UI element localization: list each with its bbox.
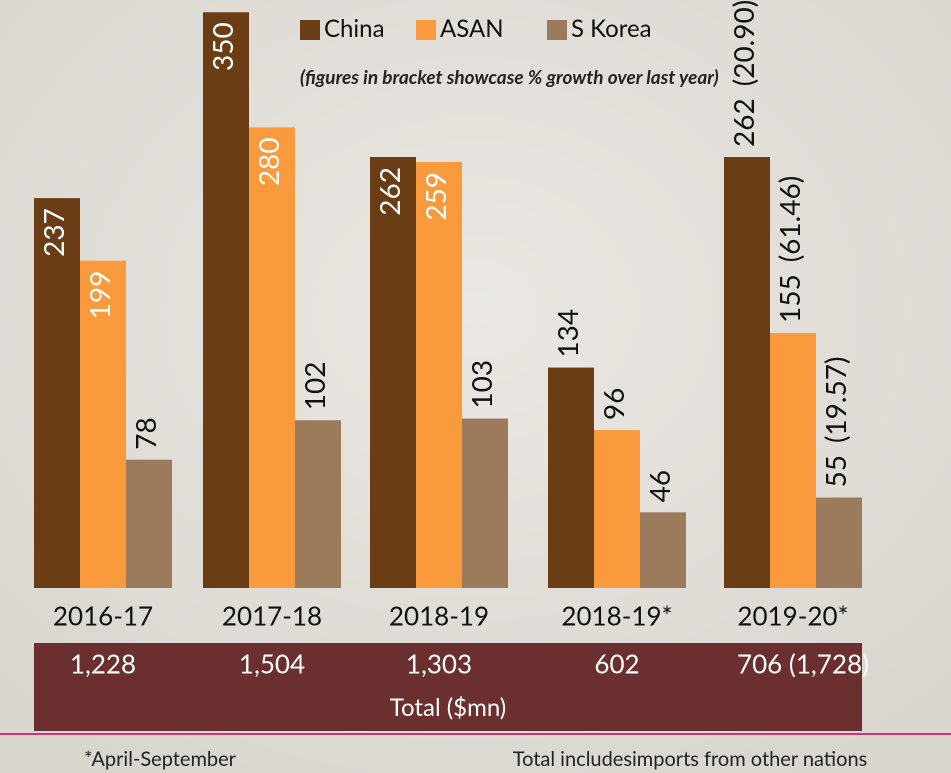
value-label: 103 [464, 360, 498, 409]
value-label: 55 [818, 455, 852, 487]
bar [724, 157, 770, 588]
value-label: 96 [596, 388, 630, 420]
total-value: 602 [594, 648, 639, 680]
legend-label: China [324, 14, 385, 43]
x-tick-label: 2017-18 [222, 600, 322, 632]
bar [816, 497, 862, 588]
legend-swatch [416, 20, 436, 40]
value-label: 237 [36, 208, 70, 257]
bar [416, 161, 462, 588]
bar [126, 459, 172, 588]
value-label: 350 [205, 22, 239, 71]
value-label: 350 [205, 22, 239, 71]
value-label: 262 (20.90) [726, 0, 760, 147]
legend-label: S Korea [571, 14, 652, 43]
value-label: 262 [372, 167, 406, 216]
bar [370, 157, 416, 588]
value-label: 102 [297, 361, 331, 410]
bar [640, 512, 686, 588]
bar [80, 260, 126, 588]
footnote: Total includesimports from other nations [513, 747, 868, 771]
bar [249, 127, 295, 589]
value-label: 262 [726, 98, 760, 147]
value-label: 199 [82, 271, 116, 320]
value-label: 96 [596, 388, 630, 420]
value-label: 134 [550, 309, 584, 358]
bar [548, 367, 594, 588]
value-label: 259 [418, 172, 452, 221]
bar [295, 420, 341, 588]
value-label: 155 [772, 274, 806, 323]
value-label: 237 [36, 208, 70, 257]
value-label: 55 (19.57) [818, 357, 852, 488]
bar [770, 333, 816, 588]
value-label: 46 [642, 470, 676, 502]
totals-label: Total ($mn) [390, 693, 506, 722]
totals-band [34, 643, 862, 731]
value-label: 262 [372, 167, 406, 216]
subtitle: (figures in bracket showcase % growth ov… [300, 66, 719, 89]
value-label: 46 [642, 470, 676, 502]
value-label: 280 [251, 137, 285, 186]
value-label: 259 [418, 172, 452, 221]
total-value: 706 (1,728) [737, 648, 869, 680]
value-label: 199 [82, 271, 116, 320]
value-label: 78 [128, 417, 162, 449]
value-label: 280 [251, 137, 285, 186]
total-value: 1,303 [406, 648, 472, 680]
value-label: 78 [128, 417, 162, 449]
value-label: 134 [550, 309, 584, 358]
x-tick-label: 2019-20* [737, 600, 848, 632]
x-tick-label: 2018-19 [389, 600, 489, 632]
x-tick-label: 2018-19* [561, 600, 672, 632]
growth-label: (19.57) [818, 357, 852, 444]
legend-swatch [547, 20, 567, 40]
total-value: 1,504 [239, 648, 305, 680]
value-label: 102 [297, 361, 331, 410]
bar [34, 198, 80, 588]
growth-label: (20.90) [726, 0, 760, 86]
bar [594, 430, 640, 588]
value-label: 103 [464, 360, 498, 409]
x-tick-label: 2016-17 [53, 600, 153, 632]
legend-label: ASAN [440, 14, 504, 43]
legend-swatch [300, 20, 320, 40]
growth-label: (61.46) [772, 176, 806, 263]
footnote: *April-September [84, 747, 237, 771]
value-label: 155 (61.46) [772, 176, 806, 323]
bar [203, 12, 249, 588]
total-value: 1,228 [70, 648, 136, 680]
bar [462, 418, 508, 588]
